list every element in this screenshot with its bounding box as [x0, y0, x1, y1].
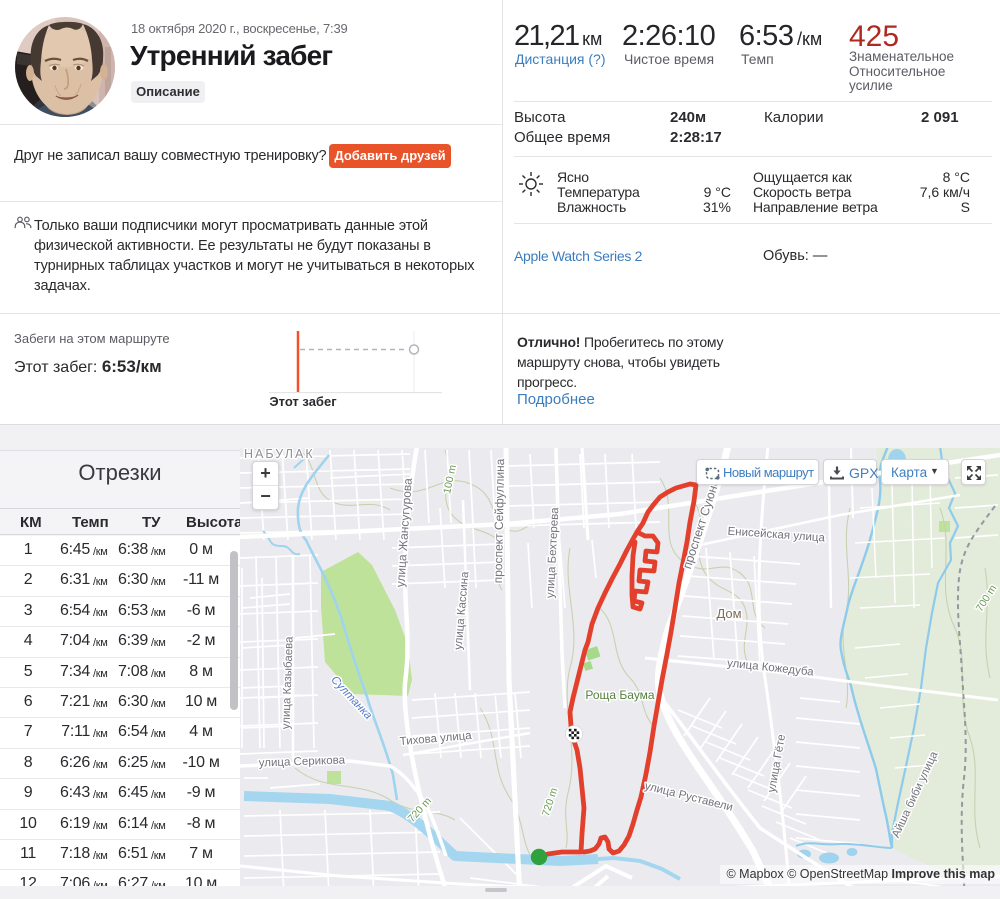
svg-text:улица Серикова: улица Серикова: [259, 754, 346, 769]
svg-text:Дом: Дом: [716, 606, 741, 621]
svg-text:Роща Баума: Роща Баума: [585, 688, 655, 702]
svg-text:Этот забег: Этот забег: [269, 394, 337, 409]
svg-text:улица Казыбаева: улица Казыбаева: [280, 636, 295, 730]
svg-text:проспект Сейфуллина: проспект Сейфуллина: [491, 458, 507, 583]
svg-text:НАБУЛАК: НАБУЛАК: [244, 448, 315, 461]
